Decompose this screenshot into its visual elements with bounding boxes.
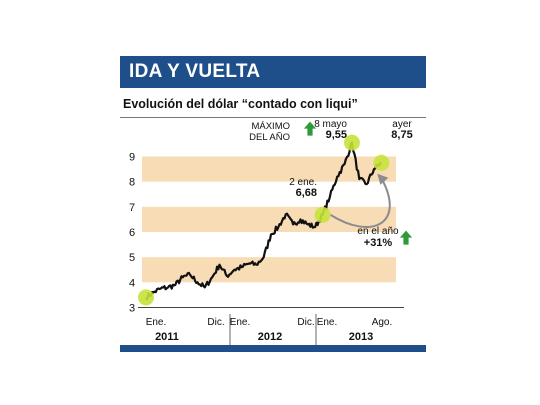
y-tick-label-5: 8 [129, 177, 135, 189]
year-label-1: 2012 [258, 331, 282, 343]
y-tick-label-1: 4 [129, 277, 135, 289]
max-label-line1: MÁXIMO [251, 121, 290, 132]
series-line [145, 141, 382, 301]
year-change-label: en el año [357, 226, 399, 237]
ayer-value-label: 8,75 [391, 129, 412, 141]
y-tick-label-3: 6 [129, 227, 135, 239]
year-up-arrow-icon [398, 229, 414, 246]
max-date-label: 8 mayo [314, 119, 347, 130]
max-up-arrow-icon [302, 120, 318, 137]
year-label-2: 2013 [349, 331, 373, 343]
chart-subtitle: Evolución del dólar “contado con liqui” [123, 97, 358, 111]
x-tick-label-2: Ene. [230, 317, 251, 328]
year-label-0: 2011 [155, 331, 179, 343]
year-bar [120, 345, 426, 352]
y-tick-label-2: 5 [129, 252, 135, 264]
marker-jan [314, 206, 331, 223]
band-2 [142, 156, 396, 182]
marker-ayer [373, 154, 390, 171]
chart-header: IDA Y VUELTA [120, 56, 426, 88]
max-label-line2: DEL AÑO [249, 132, 290, 143]
chart-header-title: IDA Y VUELTA [129, 61, 261, 82]
subtitle-rule [120, 117, 426, 118]
jan-value-label: 6,68 [296, 187, 317, 199]
x-tick-label-1: Dic. [207, 317, 224, 328]
return-arrowhead [377, 173, 389, 185]
y-tick-label-0: 3 [129, 303, 135, 315]
jan-date-label: 2 ene. [289, 177, 317, 188]
year-change-value: +31% [364, 237, 393, 249]
band-0 [142, 257, 396, 283]
return-arrow [329, 181, 391, 228]
y-tick-label-4: 7 [129, 202, 135, 214]
marker-start [138, 289, 154, 306]
ayer-label: ayer [392, 119, 412, 130]
x-tick-label-5: Ago. [372, 317, 393, 328]
x-tick-label-4: Ene. [317, 317, 338, 328]
x-tick-label-3: Dic. [297, 317, 314, 328]
x-tick-label-0: Ene. [146, 317, 167, 328]
y-tick-label-6: 9 [129, 151, 135, 163]
marker-max [343, 134, 360, 151]
max-value-label: 9,55 [326, 129, 347, 141]
band-1 [142, 206, 396, 232]
